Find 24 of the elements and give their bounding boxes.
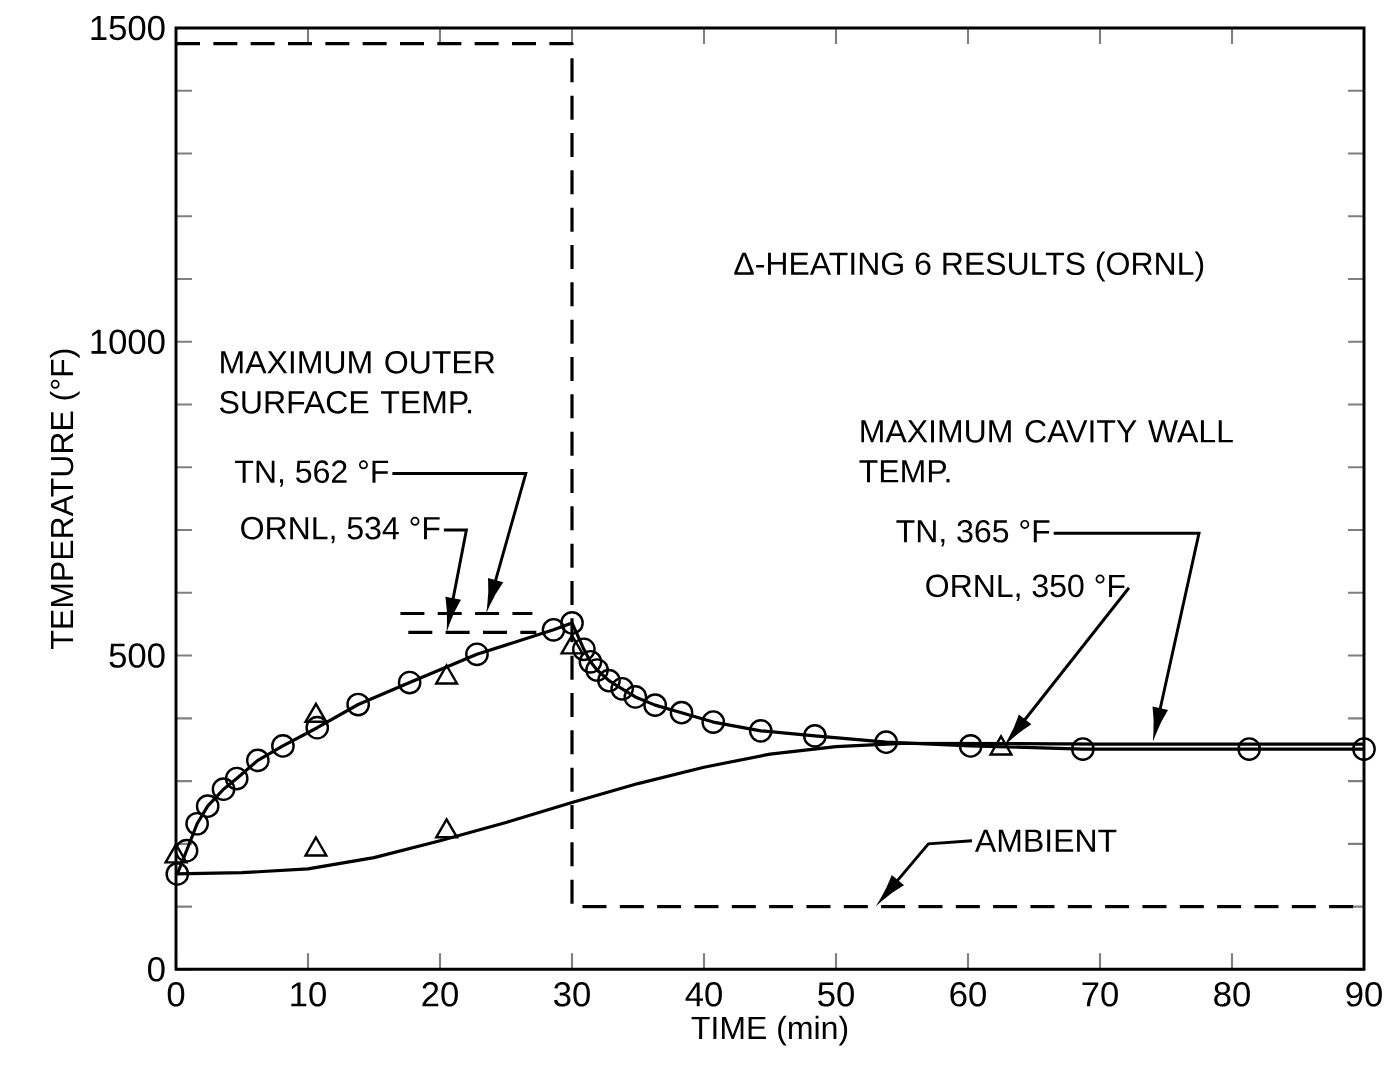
x-tick-label: 0	[167, 982, 185, 1007]
x-tick-label: 40	[685, 982, 722, 1007]
annotation: ORNL, 534 °F	[241, 516, 440, 544]
x-tick-label: 60	[950, 982, 986, 1007]
x-tick-label: 50	[818, 982, 854, 1007]
x-tick-label: 70	[1082, 982, 1118, 1007]
annotation: MAXIMUM OUTER SURFACE TEMP.	[219, 351, 495, 414]
y-tick-label: 0	[148, 957, 165, 982]
annotation: TN, 365 °F	[896, 520, 1050, 547]
annotation: AMBIENT	[974, 829, 1117, 852]
x-tick-label: 20	[422, 982, 458, 1007]
annotation: MAXIMUM CAVITY WALL TEMP.	[859, 420, 1233, 483]
annotation: Δ-HEATING 6 RESULTS (ORNL)	[734, 251, 1204, 282]
y-tick-label: 500	[109, 643, 165, 668]
y-tick-label: 1500	[91, 15, 165, 41]
x-tick-label: 10	[291, 982, 326, 1007]
annotation: ORNL, 350 °F	[926, 574, 1125, 602]
x-tick-label: 80	[1214, 982, 1250, 1007]
x-tick-label: 30	[554, 982, 590, 1007]
x-axis-title: TIME (min)	[691, 1015, 848, 1046]
y-tick-label: 1000	[91, 329, 165, 355]
y-axis-title: TEMPERATURE (°F)	[49, 349, 80, 650]
x-tick-label: 90	[1346, 982, 1382, 1007]
annotation: TN, 562 °F	[235, 460, 389, 487]
